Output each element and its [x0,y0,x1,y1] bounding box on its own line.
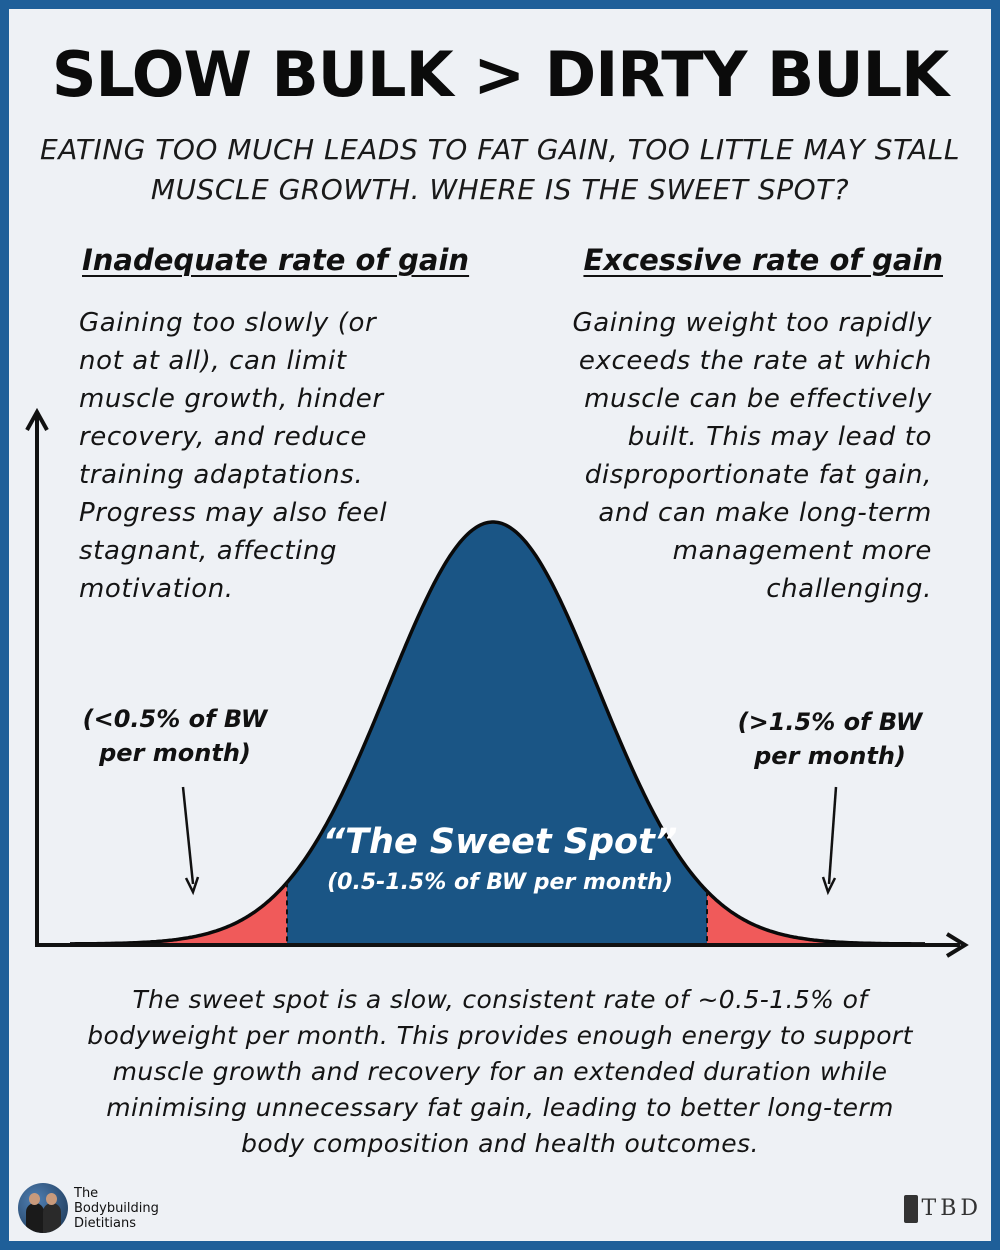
brand-line1: The [74,1185,99,1201]
brand-line2: Bodybuilding [74,1200,159,1216]
left-range-line2: per month) [99,739,251,767]
sweet-spot-region [287,522,707,944]
sweet-spot-title: “The Sweet Spot” [322,822,678,862]
brand-line3: Dietitians [74,1215,137,1231]
page-title: SLOW BULK > DIRTY BULK [51,38,949,111]
left-range-label: (<0.5% of BW per month) [70,702,280,770]
right-heading: Excessive rate of gain [583,243,943,277]
left-description: Gaining too slowly (or not at all), can … [79,308,388,604]
right-pointer-arrowhead [821,876,837,896]
right-range-line1: (>1.5% of BW [737,708,923,736]
left-tail-region [70,882,287,944]
left-heading: Inadequate rate of gain [82,243,470,277]
right-tail-region [707,891,925,944]
subtitle: EATING TOO MUCH LEADS TO FAT GAIN, TOO L… [40,133,960,206]
bell-curve-outline [70,520,925,946]
tbd-logo-text: TBD [921,1196,982,1221]
left-pointer-arrowhead [184,876,200,896]
right-range-line2: per month) [754,742,906,770]
summary-text: The sweet spot is a slow, consistent rat… [87,985,913,1158]
left-range-line1: (<0.5% of BW [82,705,268,733]
tbd-logo-icon: TBD [903,1195,982,1223]
brand-block: The Bodybuilding Dietitians [18,1183,159,1233]
x-axis-arrowhead [945,932,969,958]
avatar-photo-icon [18,1183,68,1233]
right-range-label: (>1.5% of BW per month) [730,705,930,773]
sweet-spot-subtitle: (0.5-1.5% of BW per month) [327,870,673,895]
brand-name: The Bodybuilding Dietitians [74,1186,159,1231]
y-axis-arrowhead [25,407,49,431]
left-pointer-arrow [181,786,195,885]
right-pointer-arrow [827,786,838,885]
right-description: Gaining weight too rapidly exceeds the r… [572,308,932,604]
